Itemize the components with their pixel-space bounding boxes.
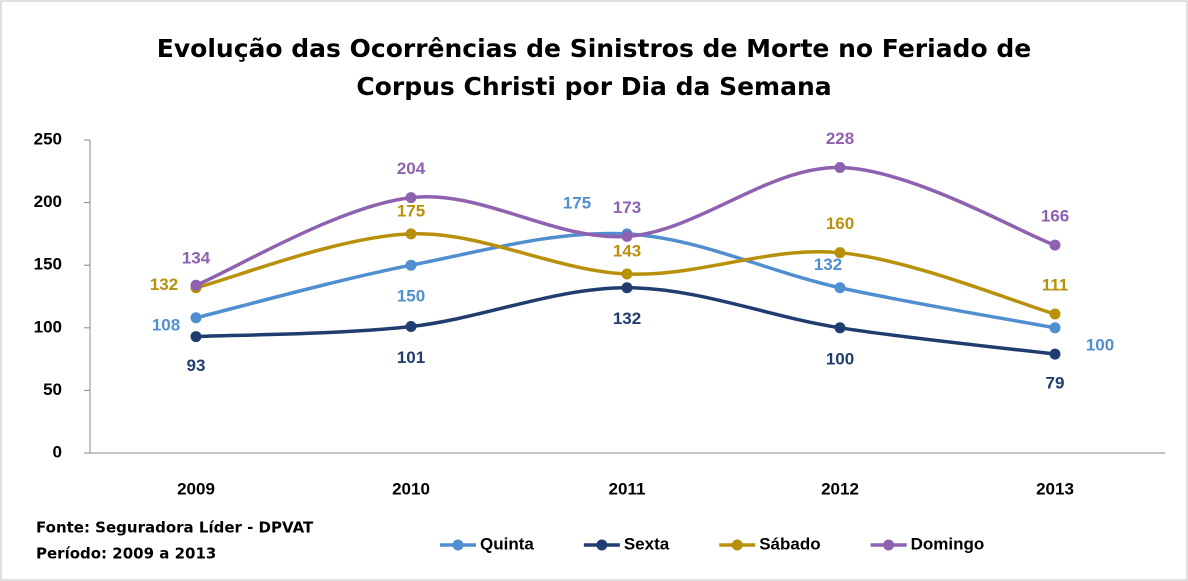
data-label: 79 xyxy=(1046,374,1065,393)
data-label: 204 xyxy=(397,159,426,178)
data-label: 132 xyxy=(613,309,641,328)
data-label: 132 xyxy=(814,255,842,274)
data-label: 166 xyxy=(1041,207,1069,226)
x-tick-label: 2013 xyxy=(1036,479,1074,498)
point xyxy=(405,192,417,204)
data-label: 134 xyxy=(182,249,211,268)
point xyxy=(621,282,633,294)
point xyxy=(1049,308,1061,320)
chart-title: Evolução das Ocorrências de Sinistros de… xyxy=(156,34,1032,101)
legend-label: Sábado xyxy=(759,534,820,553)
point xyxy=(405,228,417,240)
data-label: 100 xyxy=(826,349,854,368)
legend-label: Domingo xyxy=(911,534,985,553)
data-label: 111 xyxy=(1042,276,1069,295)
x-tick-label: 2012 xyxy=(821,479,859,498)
data-label: 175 xyxy=(397,201,425,220)
point xyxy=(1049,348,1061,360)
legend-marker xyxy=(452,539,464,551)
x-tick-label: 2011 xyxy=(609,479,646,498)
x-tick-label: 2009 xyxy=(177,479,215,498)
point xyxy=(1049,322,1061,334)
data-label: 173 xyxy=(613,198,641,217)
point xyxy=(405,321,417,333)
legend-marker xyxy=(883,539,895,551)
point xyxy=(190,312,202,324)
point xyxy=(834,247,846,259)
point xyxy=(621,268,633,280)
point xyxy=(834,282,846,294)
data-label: 132 xyxy=(150,275,178,294)
point xyxy=(834,322,846,334)
point xyxy=(834,162,846,174)
legend-marker xyxy=(731,539,743,551)
y-tick-label: 150 xyxy=(34,255,62,274)
y-tick-label: 250 xyxy=(34,129,62,148)
point xyxy=(190,279,202,291)
y-tick-label: 100 xyxy=(34,317,62,336)
data-label: 93 xyxy=(187,356,206,375)
point xyxy=(190,331,202,343)
x-tick-label: 2010 xyxy=(392,479,430,498)
y-tick-label: 200 xyxy=(34,192,62,211)
source-note: Fonte: Seguradora Líder - DPVAT xyxy=(36,519,314,537)
legend-label: Sexta xyxy=(624,534,670,553)
data-label: 228 xyxy=(826,129,854,148)
source-note: Período: 2009 a 2013 xyxy=(36,545,216,563)
data-label: 100 xyxy=(1086,335,1114,354)
data-label: 150 xyxy=(397,287,425,306)
data-label: 143 xyxy=(613,241,641,260)
point xyxy=(405,259,417,271)
y-tick-label: 50 xyxy=(43,380,62,399)
point xyxy=(621,230,633,242)
data-label: 175 xyxy=(563,193,591,212)
legend-label: Quinta xyxy=(480,534,534,553)
legend-marker xyxy=(596,539,608,551)
point xyxy=(1049,239,1061,251)
y-tick-label: 0 xyxy=(53,442,62,461)
data-label: 108 xyxy=(152,315,180,334)
data-label: 101 xyxy=(397,348,425,367)
data-label: 160 xyxy=(826,214,854,233)
